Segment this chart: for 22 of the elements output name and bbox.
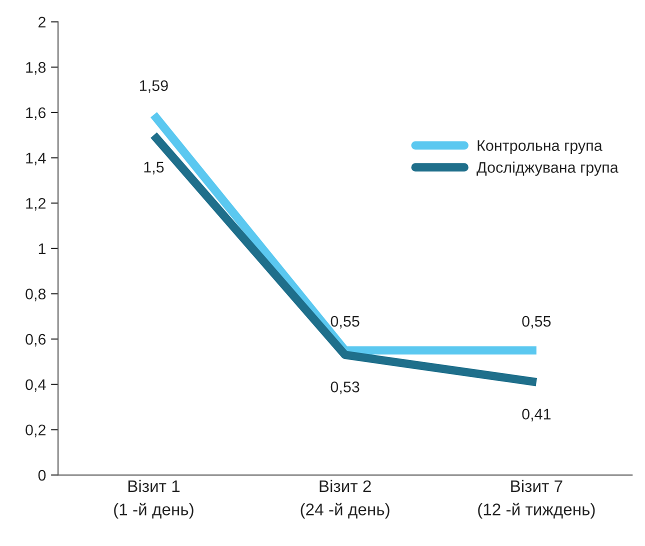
y-tick-label: 1	[38, 243, 46, 254]
y-tick-label: 1,2	[26, 198, 46, 211]
data-label: 1,5	[144, 162, 164, 174]
x-tick-label: Візит 7 (12 -й тиждень)	[478, 480, 595, 519]
data-label: 0,41	[522, 408, 551, 422]
y-tick-label: 1,6	[26, 107, 46, 120]
y-tick-label: 1,4	[26, 152, 46, 166]
y-tick-label: 0,4	[26, 379, 46, 392]
y-tick-label: 0,6	[26, 334, 46, 347]
y-tick-label: 2	[38, 16, 46, 28]
data-label: 0,55	[522, 316, 551, 329]
data-label: 0,53	[330, 382, 360, 394]
data-label: 0,55	[330, 316, 360, 329]
x-tick-label: Візит 2 (24 -й день)	[300, 480, 390, 519]
y-tick-label: 0	[38, 470, 46, 481]
y-tick-label: 0,8	[26, 288, 46, 302]
y-tick-label: 1,8	[26, 62, 46, 75]
data-label: 1,59	[140, 80, 168, 93]
y-tick-label: 0,2	[26, 424, 46, 438]
x-tick-label: Візит 1 (1 -й день)	[114, 480, 194, 519]
legend-label: Досліджувана група	[476, 162, 618, 176]
legend-label: Контрольна група	[478, 140, 602, 154]
